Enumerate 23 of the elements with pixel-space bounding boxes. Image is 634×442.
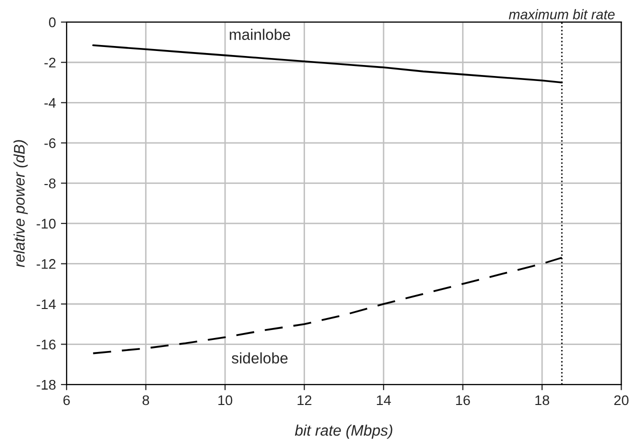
x-tick-label: 14 — [376, 395, 391, 406]
y-tick-label: -2 — [44, 58, 56, 68]
y-tick-label: 0 — [48, 17, 56, 28]
y-tick-label: -10 — [36, 218, 56, 229]
x-tick-label: 8 — [142, 395, 150, 406]
y-tick-label: -12 — [36, 259, 56, 269]
y-tick-label: -6 — [44, 138, 56, 148]
x-tick-label: 16 — [456, 395, 470, 406]
y-tick-label: -8 — [44, 178, 56, 188]
series-label: sidelobe — [232, 352, 288, 364]
ref-line-label: maximum bit rate — [508, 9, 615, 20]
y-tick-label: -18 — [36, 380, 56, 390]
y-tick-label: -14 — [36, 299, 56, 310]
x-tick-label: 18 — [535, 395, 550, 406]
y-tick-label: -16 — [36, 340, 56, 350]
x-axis-title: bit rate (Mbps) — [294, 424, 392, 439]
x-tick-label: 20 — [614, 395, 628, 406]
series-label: mainlobe — [230, 28, 290, 40]
y-axis-title: relative power (dB) — [14, 140, 28, 268]
x-tick-label: 12 — [298, 395, 312, 406]
x-tick-label: 10 — [218, 395, 232, 406]
y-tick-label: -4 — [44, 98, 56, 108]
x-tick-label: 6 — [63, 395, 70, 406]
